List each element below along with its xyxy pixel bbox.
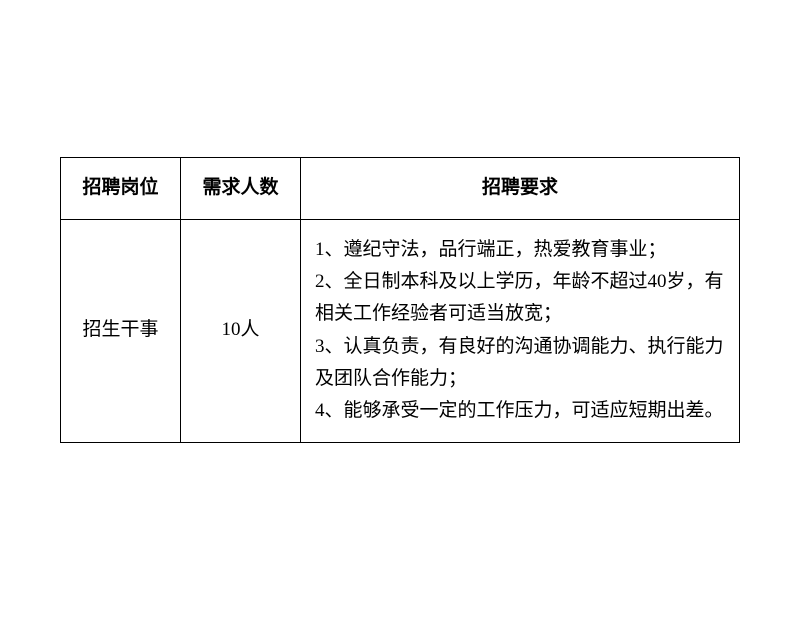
requirement-line: 3、认真负责，有良好的沟通协调能力、执行能力及团队合作能力； [315, 331, 725, 396]
recruitment-table-container: 招聘岗位 需求人数 招聘要求 招生干事 10人 1、遵纪守法，品行端正，热爱教育… [60, 157, 740, 442]
requirement-line: 2、全日制本科及以上学历，年龄不超过40岁，有相关工作经验者可适当放宽； [315, 266, 725, 331]
cell-position: 招生干事 [61, 219, 181, 442]
header-requirements: 招聘要求 [301, 158, 740, 219]
cell-count: 10人 [181, 219, 301, 442]
header-count: 需求人数 [181, 158, 301, 219]
requirement-line: 1、遵纪守法，品行端正，热爱教育事业； [315, 234, 725, 266]
requirement-line: 4、能够承受一定的工作压力，可适应短期出差。 [315, 395, 725, 427]
header-position: 招聘岗位 [61, 158, 181, 219]
table-row: 招生干事 10人 1、遵纪守法，品行端正，热爱教育事业； 2、全日制本科及以上学… [61, 219, 740, 442]
table-header-row: 招聘岗位 需求人数 招聘要求 [61, 158, 740, 219]
cell-requirements: 1、遵纪守法，品行端正，热爱教育事业； 2、全日制本科及以上学历，年龄不超过40… [301, 219, 740, 442]
recruitment-table: 招聘岗位 需求人数 招聘要求 招生干事 10人 1、遵纪守法，品行端正，热爱教育… [60, 157, 740, 442]
